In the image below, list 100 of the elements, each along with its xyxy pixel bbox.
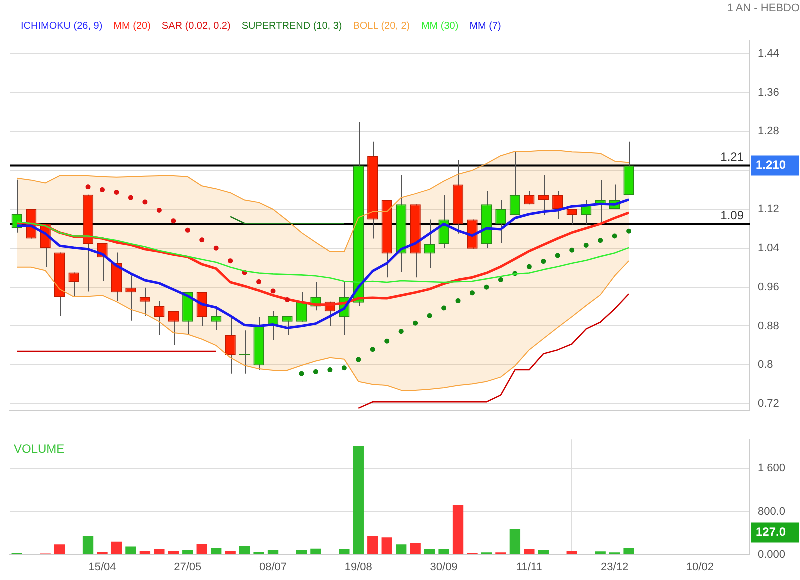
bar [111, 542, 122, 554]
bar [168, 551, 179, 554]
y-tick-label: 0.72 [758, 398, 780, 410]
candlestick [296, 292, 308, 322]
bar [339, 549, 350, 554]
bar [438, 549, 450, 554]
text: SAR (0.02, 0.2) [162, 20, 231, 32]
bar [353, 446, 364, 554]
point [526, 264, 532, 270]
point [356, 357, 362, 362]
point [584, 243, 589, 248]
point [299, 371, 304, 376]
text: 127.0 [756, 525, 786, 540]
bar [196, 544, 208, 554]
candlestick [225, 316, 236, 374]
x-tick-label: 11/11 [516, 561, 542, 574]
point [427, 314, 432, 319]
point [570, 248, 575, 253]
candlestick [126, 275, 136, 322]
bar [566, 551, 578, 554]
bar [154, 549, 165, 554]
bar [595, 552, 606, 554]
y-tick-label: 1.36 [758, 86, 780, 99]
point [541, 259, 546, 264]
point [598, 238, 604, 244]
bar [368, 536, 378, 554]
y-tick-label: 1.28 [758, 126, 780, 138]
candlestick [140, 287, 151, 317]
point [285, 297, 290, 302]
point [214, 246, 219, 251]
point [470, 290, 475, 296]
point [370, 347, 376, 352]
point [398, 329, 404, 334]
bar [310, 548, 322, 554]
y-tick-label: 1.44 [758, 48, 780, 60]
x-tick-label: 27/05 [174, 561, 202, 574]
point [413, 320, 418, 326]
bar [211, 548, 222, 554]
y-tick-label: 0.88 [758, 320, 780, 332]
chart-title: VOLUME [14, 442, 65, 456]
y-tick-label: 1.04 [758, 242, 780, 254]
x-tick-label: 10/02 [686, 561, 714, 574]
point [86, 184, 91, 190]
y-tick-label: 1.12 [758, 204, 780, 216]
bar [524, 549, 535, 554]
point [555, 253, 560, 258]
bar [382, 538, 392, 554]
point [456, 298, 461, 304]
candlestick [211, 306, 222, 331]
candlestick [239, 330, 250, 374]
bar [182, 550, 194, 554]
text: MM (30) [421, 20, 459, 32]
text: 1.210 [756, 158, 786, 172]
candlestick [282, 316, 293, 336]
point [313, 369, 318, 374]
candlestick [566, 209, 578, 226]
bar [396, 544, 407, 554]
point [328, 368, 333, 373]
legend-label: ICHIMOKU (26, 9) [21, 20, 103, 32]
bar [538, 550, 549, 554]
text: MM (7) [470, 20, 502, 32]
y-tick-label: 1 600 [758, 462, 786, 475]
point [228, 258, 234, 264]
bar [82, 536, 94, 554]
point [442, 306, 447, 311]
bar [140, 551, 151, 554]
bar [126, 546, 136, 554]
y-tick-label: 0.8 [758, 359, 774, 372]
point [114, 190, 120, 195]
point [256, 279, 262, 284]
text: SUPERTREND (10, 3) [242, 20, 342, 32]
point [270, 288, 276, 294]
point [156, 208, 162, 213]
x-tick-label: 19/08 [344, 561, 372, 574]
bar [225, 551, 236, 554]
candlestick [510, 150, 521, 216]
point [498, 278, 504, 283]
point [612, 234, 618, 239]
ref-line-label: 1.21 [720, 150, 744, 164]
bar [296, 550, 308, 554]
point [171, 218, 176, 224]
point [200, 238, 205, 243]
point [484, 284, 490, 290]
candlestick [538, 174, 549, 216]
point [626, 228, 632, 234]
point [142, 200, 148, 205]
text: MM (20) [114, 20, 151, 32]
bar [424, 549, 436, 554]
bar [54, 544, 66, 554]
y-tick-label: 800.0 [758, 506, 786, 518]
point [128, 195, 134, 200]
bar [624, 548, 634, 554]
x-tick-label: 30/09 [430, 561, 458, 574]
candlestick [424, 219, 436, 269]
x-tick-label: 08/07 [260, 561, 288, 574]
x-tick-label: 23/12 [601, 561, 629, 574]
y-tick-label: 0.96 [758, 281, 780, 294]
point [100, 188, 105, 193]
bar [239, 546, 250, 554]
x-tick-label: 15/04 [88, 561, 116, 574]
